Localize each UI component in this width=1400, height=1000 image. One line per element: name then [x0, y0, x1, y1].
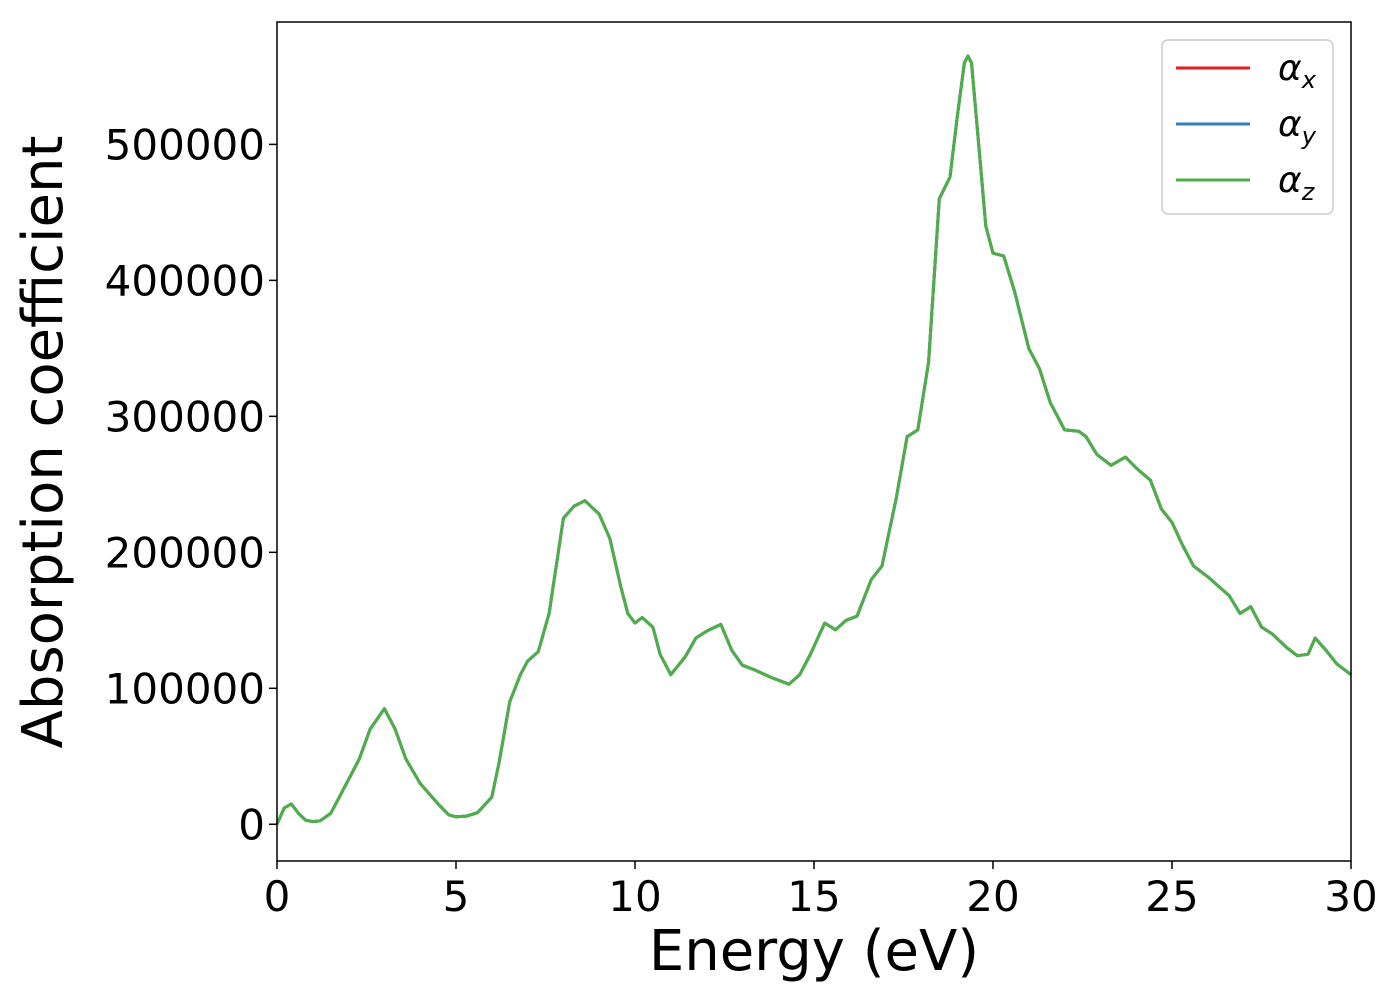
- legend: αx αy αz: [1161, 39, 1334, 215]
- y-axis-label: Absorption coefficient: [11, 136, 76, 749]
- legend-box: [1161, 39, 1334, 215]
- x-tick-label: 20: [966, 872, 1019, 921]
- legend-label-1: αx: [1278, 48, 1317, 94]
- y-axis-ticks: 0 100000 200000 300000 400000 500000: [105, 120, 277, 849]
- x-tick-label: 0: [264, 872, 291, 921]
- y-tick-label: 500000: [105, 120, 265, 169]
- x-tick-label: 15: [787, 872, 840, 921]
- x-axis-ticks: 0 5 10 15 20 25 30: [264, 861, 1378, 921]
- x-axis-label: Energy (eV): [649, 919, 979, 984]
- x-tick-label: 10: [608, 872, 661, 921]
- y-tick-label: 0: [238, 800, 265, 849]
- x-tick-label: 30: [1324, 872, 1377, 921]
- y-tick-label: 300000: [105, 392, 265, 441]
- x-tick-label: 25: [1145, 872, 1198, 921]
- y-tick-label: 100000: [105, 664, 265, 713]
- y-tick-label: 400000: [105, 256, 265, 305]
- legend-label-3: αz: [1278, 160, 1316, 206]
- series-layer: [275, 54, 1352, 825]
- x-tick-label: 5: [443, 872, 470, 921]
- y-tick-label: 200000: [105, 528, 265, 577]
- legend-label-2: αy: [1278, 104, 1317, 150]
- series-line-3: [275, 54, 1352, 825]
